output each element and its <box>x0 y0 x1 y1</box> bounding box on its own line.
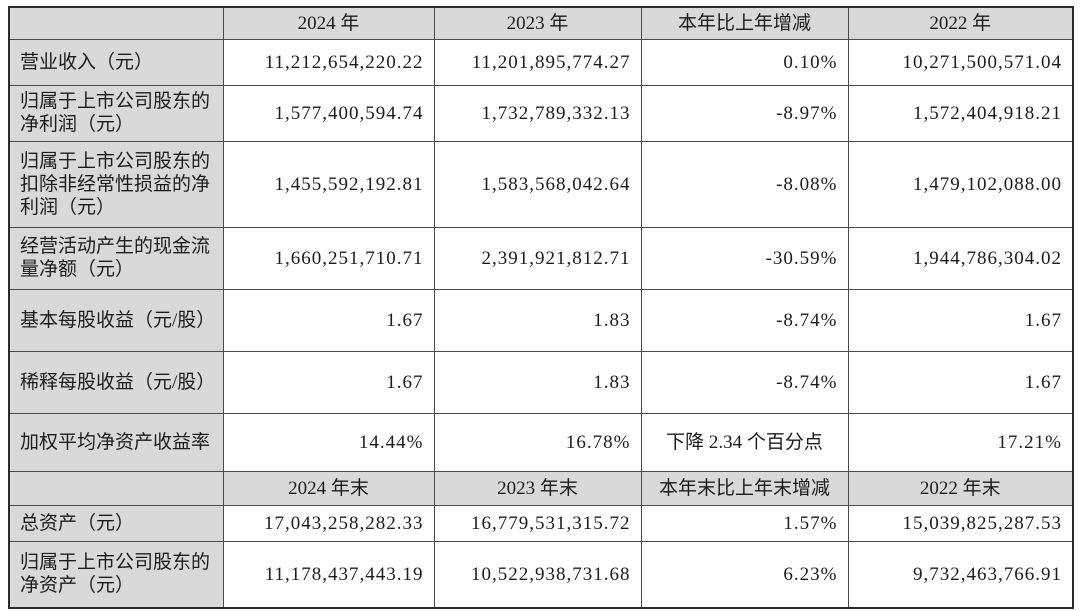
table-row-diluted-eps: 稀释每股收益（元/股） 1.67 1.83 -8.74% 1.67 <box>8 350 1074 414</box>
value-change: -8.74% <box>640 350 849 414</box>
table-row-operating-cash-flow: 经营活动产生的现金流量净额（元） 1,660,251,710.71 2,391,… <box>8 226 1074 290</box>
value-2022: 1,479,102,088.00 <box>847 140 1074 228</box>
value-2024: 11,178,437,443.19 <box>222 540 435 609</box>
value-2023: 2,391,921,812.71 <box>433 226 642 290</box>
value-change: 1.57% <box>640 504 849 542</box>
table-row-net-profit: 归属于上市公司股东的净利润（元） 1,577,400,594.74 1,732,… <box>8 84 1074 142</box>
value-2023: 1.83 <box>433 288 642 352</box>
value-2024: 1,660,251,710.71 <box>222 226 435 290</box>
value-2022: 1,944,786,304.02 <box>847 226 1074 290</box>
value-2023: 1,732,789,332.13 <box>433 84 642 142</box>
value-2024: 1,455,592,192.81 <box>222 140 435 228</box>
value-2024: 1,577,400,594.74 <box>222 84 435 142</box>
value-change: -8.97% <box>640 84 849 142</box>
row-label: 加权平均净资产收益率 <box>8 412 224 472</box>
row-label: 归属于上市公司股东的净利润（元） <box>8 84 224 142</box>
table-row-revenue: 营业收入（元） 11,212,654,220.22 11,201,895,774… <box>8 38 1074 86</box>
value-2024: 1.67 <box>222 350 435 414</box>
header-row-year-end: 2024 年末 2023 年末 本年末比上年末增减 2022 年末 <box>8 470 1074 506</box>
row-label: 稀释每股收益（元/股） <box>8 350 224 414</box>
col-header-end-change: 本年末比上年末增减 <box>640 470 849 506</box>
value-change: 6.23% <box>640 540 849 609</box>
col-header-2023: 2023 年 <box>433 6 642 40</box>
col-header-2024: 2024 年 <box>222 6 435 40</box>
value-change: 下降 2.34 个百分点 <box>640 412 849 472</box>
value-2022: 1.67 <box>847 350 1074 414</box>
row-label: 基本每股收益（元/股） <box>8 288 224 352</box>
value-2024: 1.67 <box>222 288 435 352</box>
table-row-net-assets: 归属于上市公司股东的净资产（元） 11,178,437,443.19 10,52… <box>8 540 1074 609</box>
value-change: 0.10% <box>640 38 849 86</box>
value-2022: 17.21% <box>847 412 1074 472</box>
value-2022: 15,039,825,287.53 <box>847 504 1074 542</box>
row-label: 归属于上市公司股东的净资产（元） <box>8 540 224 609</box>
value-2024: 17,043,258,282.33 <box>222 504 435 542</box>
value-2023: 11,201,895,774.27 <box>433 38 642 86</box>
row-label: 营业收入（元） <box>8 38 224 86</box>
header-row-annual: 2024 年 2023 年 本年比上年增减 2022 年 <box>8 6 1074 40</box>
value-2024: 11,212,654,220.22 <box>222 38 435 86</box>
value-change: -8.74% <box>640 288 849 352</box>
col-header-2022: 2022 年 <box>847 6 1074 40</box>
table-row-basic-eps: 基本每股收益（元/股） 1.67 1.83 -8.74% 1.67 <box>8 288 1074 352</box>
col-header-2023-end: 2023 年末 <box>433 470 642 506</box>
value-2024: 14.44% <box>222 412 435 472</box>
value-change: -30.59% <box>640 226 849 290</box>
value-2022: 9,732,463,766.91 <box>847 540 1074 609</box>
value-2023: 1.83 <box>433 350 642 414</box>
value-change: -8.08% <box>640 140 849 228</box>
value-2023: 16.78% <box>433 412 642 472</box>
value-2022: 1.67 <box>847 288 1074 352</box>
table-row-net-profit-deducted: 归属于上市公司股东的扣除非经常性损益的净利润（元） 1,455,592,192.… <box>8 140 1074 228</box>
row-label: 经营活动产生的现金流量净额（元） <box>8 226 224 290</box>
row-label: 归属于上市公司股东的扣除非经常性损益的净利润（元） <box>8 140 224 228</box>
financial-summary-table: 2024 年 2023 年 本年比上年增减 2022 年 营业收入（元） 11,… <box>8 6 1074 609</box>
col-header-2024-end: 2024 年末 <box>222 470 435 506</box>
corner-cell <box>8 6 224 40</box>
value-2023: 1,583,568,042.64 <box>433 140 642 228</box>
value-2023: 10,522,938,731.68 <box>433 540 642 609</box>
col-header-2022-end: 2022 年末 <box>847 470 1074 506</box>
value-2023: 16,779,531,315.72 <box>433 504 642 542</box>
value-2022: 1,572,404,918.21 <box>847 84 1074 142</box>
table-row-total-assets: 总资产（元） 17,043,258,282.33 16,779,531,315.… <box>8 504 1074 542</box>
row-label: 总资产（元） <box>8 504 224 542</box>
table-row-weighted-avg-roe: 加权平均净资产收益率 14.44% 16.78% 下降 2.34 个百分点 17… <box>8 412 1074 472</box>
corner-cell <box>8 470 224 506</box>
col-header-change: 本年比上年增减 <box>640 6 849 40</box>
value-2022: 10,271,500,571.04 <box>847 38 1074 86</box>
